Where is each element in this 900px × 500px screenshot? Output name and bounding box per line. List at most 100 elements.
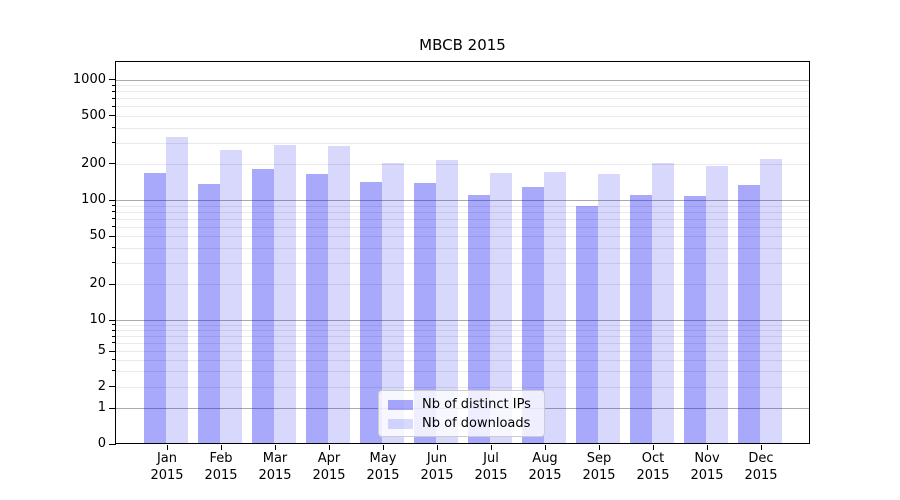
x-tick-mark <box>490 445 492 450</box>
bar-downloads-feb <box>220 150 242 443</box>
y-minor-tick-mark <box>112 211 116 213</box>
bar-ips-aug <box>522 187 544 443</box>
bar-ips-mar <box>252 169 274 443</box>
x-tick-year: 2015 <box>744 468 778 483</box>
x-tick-mark <box>544 445 546 450</box>
y-gridline-minor <box>116 336 809 338</box>
x-tick-month: Mar <box>262 451 288 466</box>
legend-label-distinct-ips: Nb of distinct IPs <box>422 397 531 412</box>
bar-ips-jun <box>414 182 436 443</box>
x-tick-label-nov: Nov 2015 <box>679 450 735 484</box>
y-gridline-minor <box>116 370 809 372</box>
y-minor-tick-mark <box>112 262 116 264</box>
y-gridline-minor <box>116 85 809 87</box>
y-gridline-major <box>116 200 809 201</box>
y-tick-label: 1 <box>97 400 106 415</box>
x-tick-label-aug: Aug 2015 <box>517 450 573 484</box>
legend: Nb of distinct IPs Nb of downloads <box>378 390 545 437</box>
y-tick-mark <box>109 79 116 81</box>
y-tick-label: 1000 <box>72 71 106 87</box>
y-tick-label: 2 <box>97 378 106 394</box>
y-tick-label: 20 <box>89 276 106 292</box>
bar-downloads-mar <box>274 145 296 443</box>
y-tick-label: 100 <box>81 192 106 207</box>
x-tick-year: 2015 <box>690 468 724 483</box>
x-tick-label-jan: Jan 2015 <box>139 450 195 484</box>
y-gridline-major <box>116 79 809 81</box>
x-tick-label-sep: Sep 2015 <box>571 450 627 484</box>
x-tick-label-feb: Feb 2015 <box>193 450 249 484</box>
x-tick-mark <box>220 445 222 450</box>
x-tick-month: May <box>369 451 397 466</box>
plot-frame <box>115 61 810 444</box>
y-minor-tick-mark <box>112 226 116 228</box>
x-tick-month: Jul <box>483 451 499 466</box>
bar-downloads-jun <box>436 160 458 443</box>
x-tick-label-may: May 2015 <box>355 450 411 484</box>
chart-title: MBCB 2015 <box>419 36 506 54</box>
y-minor-tick-mark <box>112 370 116 372</box>
x-tick-mark <box>274 445 276 450</box>
x-tick-mark <box>382 445 384 450</box>
y-tick-mark <box>109 443 116 445</box>
x-tick-year: 2015 <box>528 468 562 483</box>
y-tick-mark <box>109 386 116 387</box>
x-tick-month: Jan <box>156 451 178 466</box>
y-gridline-minor <box>116 359 809 361</box>
y-tick-mark <box>109 350 116 352</box>
legend-item-downloads: Nb of downloads <box>388 416 536 431</box>
y-tick-mark <box>109 199 116 201</box>
y-tick-mark <box>109 235 116 237</box>
y-gridline-minor <box>116 98 809 100</box>
x-tick-mark <box>598 445 600 450</box>
x-tick-label-mar: Mar 2015 <box>247 450 303 484</box>
bar-downloads-sep <box>598 173 620 443</box>
y-gridline-minor <box>116 226 809 228</box>
x-tick-year: 2015 <box>636 468 670 483</box>
y-minor-tick-mark <box>112 84 116 86</box>
x-tick-month: Nov <box>694 451 720 466</box>
bar-ips-sep <box>576 206 598 443</box>
x-tick-month: Sep <box>586 451 612 466</box>
y-gridline-minor <box>116 115 809 117</box>
bar-ips-oct <box>630 195 652 443</box>
y-minor-tick-mark <box>112 247 116 249</box>
y-minor-tick-mark <box>112 335 116 337</box>
y-tick-mark <box>109 319 116 321</box>
x-tick-month: Aug <box>532 451 558 466</box>
y-tick-label: 500 <box>81 107 106 123</box>
y-tick-label: 0 <box>97 436 106 451</box>
legend-label-downloads: Nb of downloads <box>422 416 531 431</box>
y-minor-tick-mark <box>112 127 116 129</box>
x-tick-year: 2015 <box>150 468 184 483</box>
y-minor-tick-mark <box>112 329 116 331</box>
bar-ips-jul <box>468 195 490 443</box>
bar-downloads-may <box>382 162 404 443</box>
y-tick-mark <box>109 283 116 285</box>
y-gridline-minor <box>116 342 809 344</box>
x-tick-year: 2015 <box>312 468 346 483</box>
y-gridline-minor <box>116 211 809 213</box>
y-gridline-minor <box>116 127 809 129</box>
y-minor-tick-mark <box>112 342 116 344</box>
y-gridline-minor <box>116 247 809 249</box>
y-gridline-minor <box>116 386 809 388</box>
y-minor-tick-mark <box>112 324 116 326</box>
x-tick-month: Feb <box>209 451 233 466</box>
y-minor-tick-mark <box>112 90 116 92</box>
y-minor-tick-mark <box>112 205 116 206</box>
x-tick-label-dec: Dec 2015 <box>733 450 789 484</box>
x-tick-year: 2015 <box>258 468 292 483</box>
y-gridline-minor <box>116 351 809 352</box>
x-tick-mark <box>706 445 708 450</box>
bar-downloads-nov <box>706 166 728 443</box>
bar-ips-may <box>360 181 382 443</box>
legend-swatch-distinct-ips <box>388 399 413 410</box>
y-gridline-minor <box>116 330 809 332</box>
bar-ips-feb <box>198 183 220 443</box>
y-gridline-minor <box>116 284 809 286</box>
y-gridline-minor <box>116 142 809 144</box>
x-tick-year: 2015 <box>474 468 508 483</box>
legend-swatch-downloads <box>388 418 413 429</box>
